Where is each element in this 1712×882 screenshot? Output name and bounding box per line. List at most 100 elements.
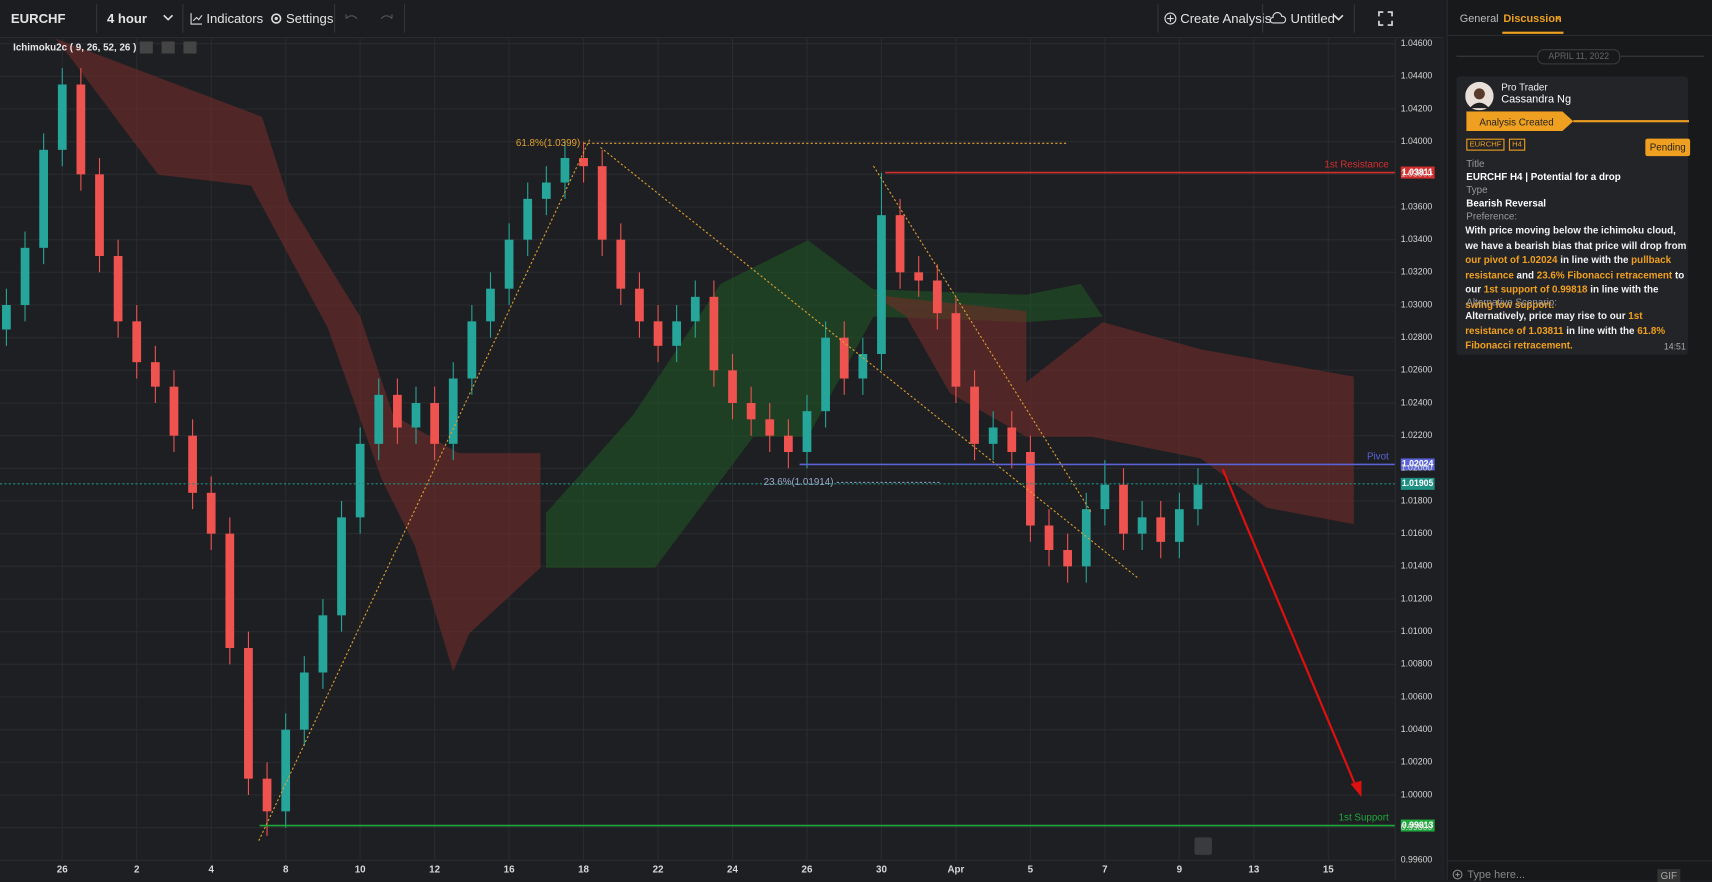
candle-body <box>616 239 626 289</box>
candle-body <box>1081 509 1091 567</box>
candle-body <box>932 280 942 314</box>
candle-body <box>895 215 905 273</box>
separator <box>1157 4 1159 33</box>
separator <box>334 4 336 33</box>
text-segment: to our <box>1465 269 1685 296</box>
candles <box>2 68 1203 836</box>
y-tick-label: 1.03600 <box>1401 201 1433 211</box>
candle-body <box>746 403 756 420</box>
candle-body <box>839 337 849 379</box>
y-tick-label: 1.01800 <box>1401 495 1433 505</box>
create-analysis-button[interactable]: Create Analysis <box>1180 10 1272 27</box>
field-label: Alternative Scenario: <box>1466 296 1557 308</box>
candle-body <box>299 672 309 730</box>
candle-body <box>2 305 11 330</box>
settings-icon <box>271 13 282 24</box>
separator <box>1353 4 1355 33</box>
candle-body <box>560 158 570 183</box>
candle-body <box>635 288 644 322</box>
fullscreen-button[interactable] <box>1378 11 1393 26</box>
tab-discussion[interactable]: Discussion <box>1503 13 1562 26</box>
status-button[interactable]: Pending <box>1645 138 1691 157</box>
candle-body <box>970 386 979 444</box>
x-tick-label: 13 <box>1248 865 1259 876</box>
settings-button[interactable]: Settings <box>286 10 334 27</box>
hint-button[interactable] <box>1194 837 1212 855</box>
level-label: Pivot <box>1367 451 1389 462</box>
ichimoku-cloud <box>54 38 1354 672</box>
text-segment: our pivot of 1.02024 <box>1465 254 1558 266</box>
trend-line <box>872 165 1093 514</box>
candle-body <box>802 411 812 453</box>
y-tick-label: 1.04600 <box>1401 38 1433 48</box>
symbol[interactable]: EURCHF <box>10 10 66 27</box>
interval[interactable]: 4 hour <box>106 10 148 27</box>
message-input[interactable]: Type here... <box>1467 869 1526 882</box>
settings-button[interactable] <box>161 41 175 54</box>
layout-name[interactable]: Untitled <box>1290 10 1335 27</box>
level-label: 1st Resistance <box>1324 159 1389 170</box>
text-segment: 1st resistance of 1.03811 <box>1465 310 1643 336</box>
separator <box>182 4 184 33</box>
add-icon <box>1164 12 1177 25</box>
y-tick-label: 0.99600 <box>1401 855 1433 865</box>
candle-body <box>318 615 328 673</box>
gif-button[interactable]: GIF <box>1657 869 1681 882</box>
candle-body <box>765 419 775 436</box>
delete-button[interactable] <box>183 41 197 54</box>
fib-label: 61.8%(1.0399) <box>516 138 580 149</box>
x-tick-label: 18 <box>578 865 589 876</box>
y-tick-label: 1.04000 <box>1401 136 1433 146</box>
candle-body <box>430 403 439 444</box>
candle-body <box>169 386 179 436</box>
candle-body <box>914 272 924 281</box>
x-tick-label: 12 <box>429 865 440 876</box>
y-tick-label: 1.00200 <box>1401 757 1433 767</box>
text-segment: With price moving below the ichimoku clo… <box>1465 224 1687 251</box>
indicators-button[interactable]: Indicators <box>206 10 264 27</box>
y-tick-label: 1.01400 <box>1401 561 1433 571</box>
candle-body <box>1156 517 1166 542</box>
candle-body <box>1044 525 1054 551</box>
x-tick-label: 26 <box>802 865 813 876</box>
tag: EURCHF <box>1466 138 1505 151</box>
candle-body <box>57 84 67 150</box>
y-tick-label: 1.01000 <box>1401 626 1433 636</box>
price-box <box>1400 477 1435 490</box>
candle-body <box>337 517 346 616</box>
y-tick-label: 1.01200 <box>1401 593 1433 603</box>
add-attachment[interactable] <box>1452 869 1463 880</box>
field-label: Type <box>1466 184 1488 196</box>
toolbar: EURCHF 4 hour Indicators Settings Create… <box>0 0 1444 39</box>
candle-body <box>709 296 719 371</box>
candle-body <box>951 313 961 387</box>
candle-body <box>988 427 998 444</box>
analysis-title: EURCHF H4 | Potential for a drop <box>1466 171 1621 183</box>
drawings <box>258 139 1362 841</box>
x-tick-label: 9 <box>1177 865 1183 876</box>
price-box-label: 1.01905 <box>1402 478 1434 488</box>
candle-body <box>206 492 216 534</box>
candle-body <box>132 321 142 363</box>
candle-body <box>784 435 793 453</box>
separator <box>96 4 98 33</box>
text-segment: Alternatively, price may rise to our <box>1465 310 1629 321</box>
tag: H4 <box>1508 138 1526 151</box>
separator <box>403 4 406 33</box>
tab-general[interactable]: General <box>1459 13 1499 26</box>
candle-body <box>188 435 197 493</box>
y-tick-label: 1.00800 <box>1401 659 1433 669</box>
tab-underline <box>1502 31 1564 34</box>
indicators-icon <box>190 13 203 25</box>
candle-body <box>1026 452 1035 526</box>
tab-close[interactable]: × <box>1554 13 1562 26</box>
visibility-button[interactable] <box>139 41 153 54</box>
preference-text: With price moving below the ichimoku clo… <box>1465 224 1688 313</box>
y-tick-label: 1.00000 <box>1401 789 1433 799</box>
indicator-label: Ichimoku2c ( 9, 26, 52, 26 ) <box>13 43 136 54</box>
date-pill: APRIL 11, 2022 <box>1537 49 1621 65</box>
y-tick-label: 1.03400 <box>1401 234 1433 244</box>
undo-redo[interactable] <box>343 12 395 25</box>
dropdown-icon <box>163 14 174 21</box>
x-tick-label: 26 <box>57 865 68 876</box>
